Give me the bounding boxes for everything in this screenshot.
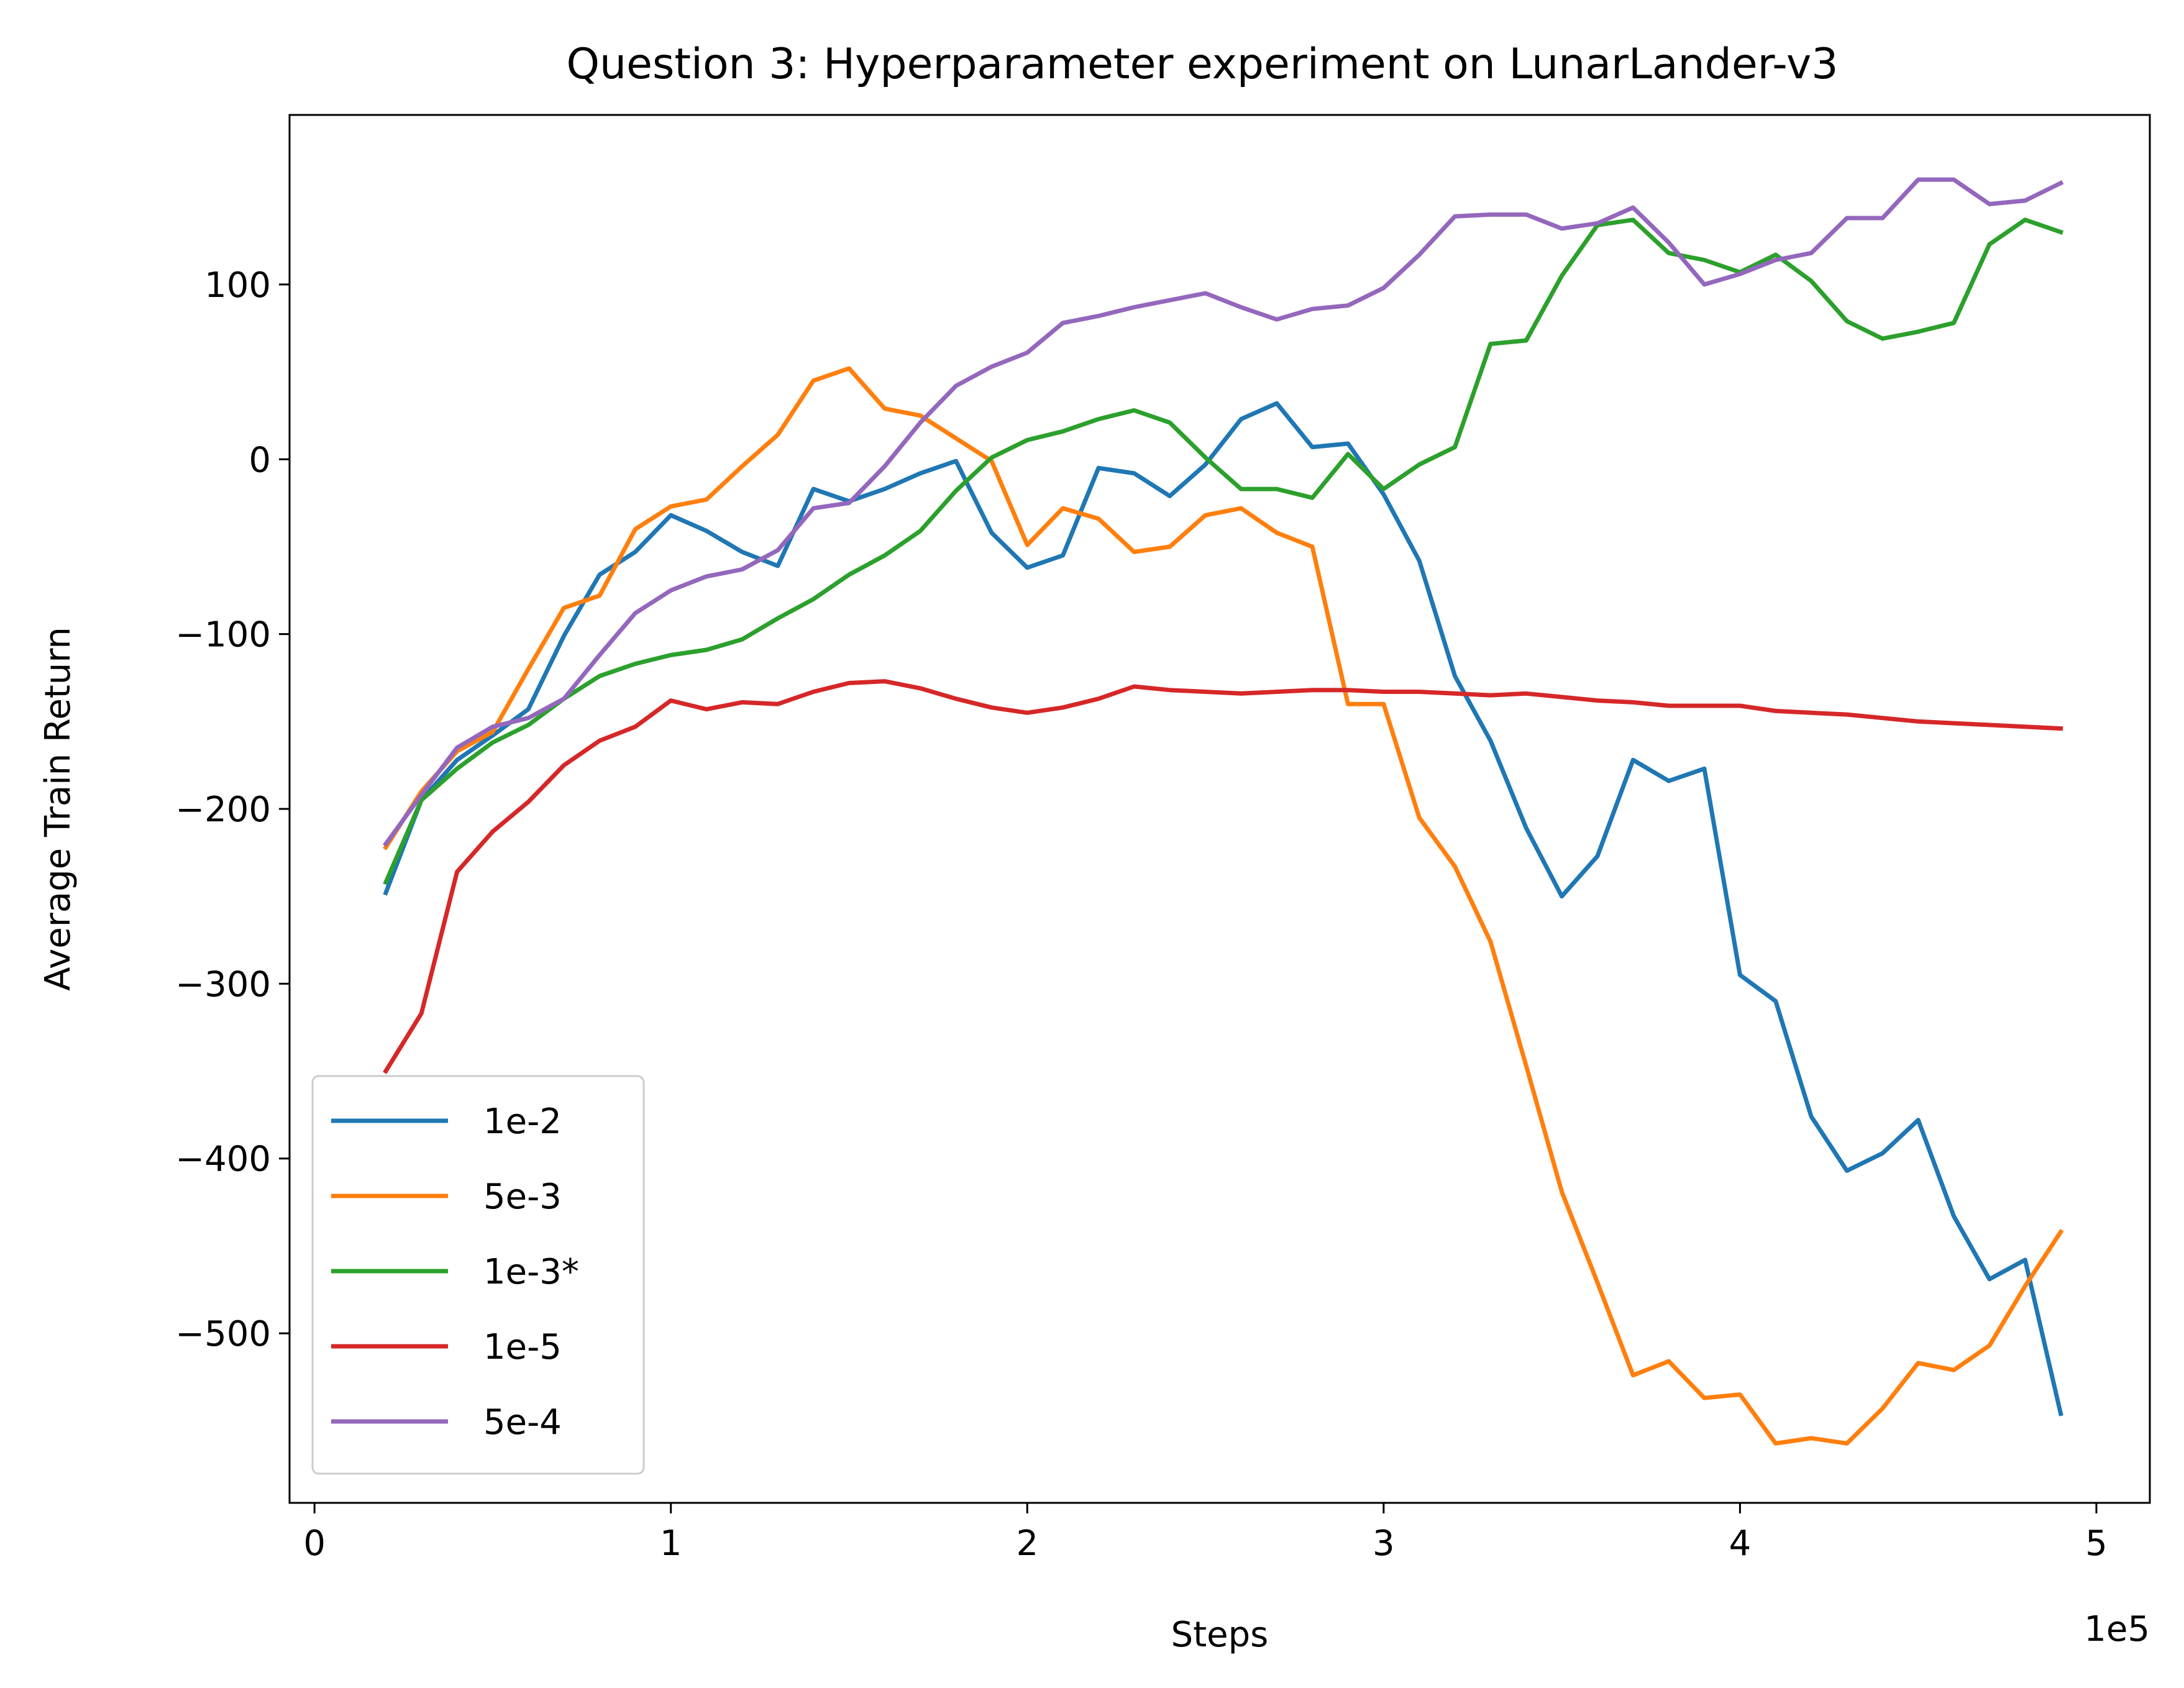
y-tick-label: −100 xyxy=(175,615,271,655)
x-axis: 0 1 2 3 4 5 xyxy=(303,1503,2108,1564)
series-layer xyxy=(383,177,2064,1446)
legend-label: 1e-5 xyxy=(483,1327,562,1367)
x-axis-offset-label: 1e5 xyxy=(2084,1609,2150,1649)
y-tick-label: −300 xyxy=(175,964,271,1005)
legend: 1e-2 5e-3 1e-3* 1e-5 5e-4 xyxy=(311,1075,645,1475)
legend-box xyxy=(311,1075,645,1475)
series-line-1 xyxy=(383,366,2064,1446)
x-tick-label: 3 xyxy=(1373,1523,1395,1564)
series-line-3 xyxy=(383,679,2063,1074)
y-tick-label: −200 xyxy=(175,790,271,830)
y-tick-label: 100 xyxy=(204,265,271,306)
y-axis-label: Average Train Return xyxy=(38,627,78,991)
legend-label: 1e-2 xyxy=(483,1102,562,1142)
y-tick-label: −400 xyxy=(175,1139,271,1180)
legend-label: 5e-3 xyxy=(483,1177,562,1217)
series-line-0 xyxy=(383,401,2063,1417)
legend-label: 5e-4 xyxy=(483,1402,562,1443)
chart-title: Question 3: Hyperparameter experiment on… xyxy=(567,40,1839,89)
series-line-4 xyxy=(383,177,2064,847)
legend-label: 1e-3* xyxy=(483,1252,579,1292)
y-axis: −500 −400 −300 −200 −100 0 100 xyxy=(175,265,290,1354)
x-tick-label: 1 xyxy=(660,1523,682,1564)
y-tick-label: 0 xyxy=(249,440,271,480)
y-tick-label: −500 xyxy=(175,1314,271,1354)
x-tick-label: 0 xyxy=(303,1523,326,1564)
x-tick-label: 4 xyxy=(1729,1523,1752,1564)
x-axis-label: Steps xyxy=(1171,1615,1269,1655)
x-tick-label: 2 xyxy=(1016,1523,1038,1564)
x-tick-label: 5 xyxy=(2085,1523,2108,1564)
